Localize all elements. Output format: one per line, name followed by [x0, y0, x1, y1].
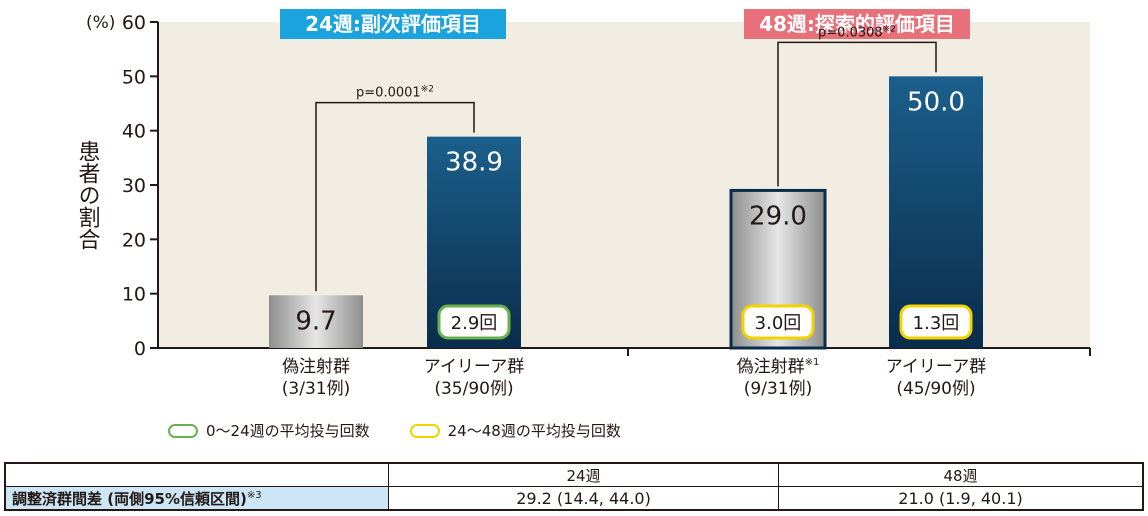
- bar-value-label: 9.7: [295, 306, 336, 336]
- y-tick-label: 60: [122, 12, 146, 34]
- bar: [269, 295, 363, 348]
- p-value-note: ※2: [421, 85, 434, 95]
- category-label: アイリーア群: [424, 357, 524, 377]
- bar-value-label: 50.0: [907, 87, 965, 117]
- table-header: 48週: [778, 462, 1144, 487]
- bar: [889, 76, 983, 348]
- y-tick-label: 30: [122, 175, 146, 197]
- dose-badge-label: 1.3回: [913, 313, 960, 334]
- dose-badge-label: 3.0回: [755, 313, 802, 334]
- legend-label: 24〜48週の平均投与回数: [447, 422, 621, 440]
- table-header: 24週: [387, 462, 780, 487]
- bar-value-label: 38.9: [445, 148, 503, 178]
- section-title-bg: [280, 9, 506, 39]
- category-sublabel: (35/90例): [434, 379, 513, 399]
- p-value-label: p=0.0308※2: [818, 24, 896, 40]
- table-cell: 21.0 (1.9, 40.1): [778, 486, 1144, 511]
- y-tick-label: 0: [134, 338, 146, 360]
- y-axis-label: 患者の割合: [75, 140, 101, 250]
- table-corner: [4, 462, 389, 487]
- bar-value-label: 29.0: [749, 201, 807, 231]
- category-label: 偽注射群※1: [737, 357, 820, 377]
- p-value-label: p=0.0001※2: [356, 85, 434, 101]
- dose-badge-label: 2.9回: [451, 313, 498, 334]
- significance-bracket: [315, 101, 475, 292]
- category-sublabel: (45/90例): [896, 379, 975, 399]
- legend-swatch: [409, 423, 440, 438]
- table-header-row: 24週 48週: [4, 462, 1144, 487]
- legend-label: 0〜24週の平均投与回数: [206, 422, 370, 440]
- section-title: 24週:副次評価項目: [305, 12, 481, 36]
- row-label-text: 調整済群間差 (両側95%信頼区間): [12, 489, 247, 508]
- significance-bracket: [777, 41, 937, 187]
- category-sublabel: (3/31例): [282, 379, 350, 399]
- section-title-bg: [744, 9, 970, 39]
- legend: 0〜24週の平均投与回数 24〜48週の平均投与回数: [168, 420, 621, 441]
- category-labels: 偽注射群(3/31例)アイリーア群(35/90例)偽注射群※1(9/31例)アイ…: [282, 357, 986, 399]
- bar-chart: 0 10 20 30 40 50 60 24週:副次評価項目 9.7 38.9 2.9回 p=0.0…: [75, 9, 1091, 399]
- bars: 24週:副次評価項目 9.7 38.9 2.9回 p=0.0001※2 48週:探索的評価…: [269, 9, 983, 350]
- table-cell: 29.2 (14.4, 44.0): [387, 486, 780, 511]
- category-label: アイリーア群: [886, 357, 986, 377]
- y-tick-label: 10: [122, 284, 146, 306]
- legend-swatch: [168, 423, 198, 438]
- y-tick-label: 50: [122, 66, 146, 88]
- legend-item: 24〜48週の平均投与回数: [409, 420, 621, 441]
- y-tick-label: 20: [122, 229, 146, 251]
- category-label-note: ※1: [805, 357, 820, 368]
- y-unit-label: (%): [86, 13, 115, 33]
- dose-badge: [899, 304, 973, 340]
- category-label: 偽注射群: [282, 357, 350, 377]
- dose-badge: [437, 304, 511, 340]
- y-tick-label: 40: [122, 121, 146, 143]
- legend-item: 0〜24週の平均投与回数: [168, 420, 370, 441]
- table-row-label: 調整済群間差 (両側95%信頼区間)※3: [4, 486, 389, 511]
- p-value-note: ※2: [883, 24, 896, 34]
- summary-table: 24週 48週 調整済群間差 (両側95%信頼区間)※3 29.2 (14.4,…: [4, 462, 1144, 511]
- row-label-note: ※3: [246, 489, 262, 501]
- table-row: 調整済群間差 (両側95%信頼区間)※3 29.2 (14.4, 44.0) 2…: [4, 486, 1144, 511]
- category-sublabel: (9/31例): [744, 379, 812, 399]
- section-title: 48週:探索的評価項目: [759, 12, 955, 36]
- dose-badge: [741, 304, 815, 340]
